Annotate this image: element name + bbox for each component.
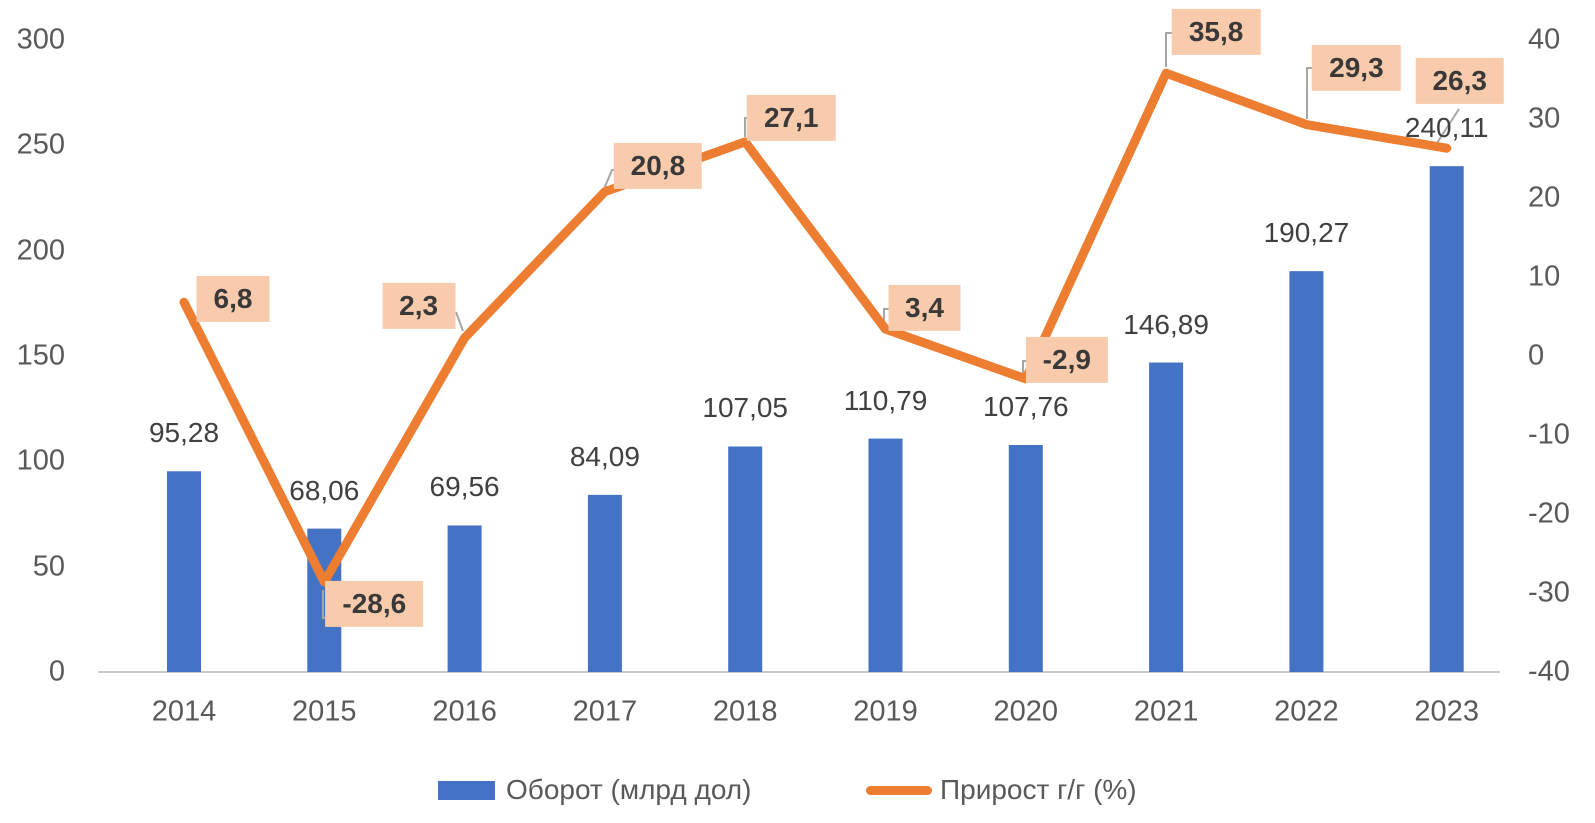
left-axis-tick-150: 150: [16, 339, 65, 372]
left-axis-tick-0: 0: [48, 655, 65, 688]
bar-2020: [1008, 444, 1043, 672]
right-axis-tick-30: 30: [1528, 102, 1561, 135]
legend-item-growth: Прирост г/г (%): [866, 773, 1137, 807]
growth-label-2015: -28,6: [325, 580, 424, 628]
bar-value-2022: 190,27: [1263, 217, 1350, 249]
right-axis-tick-20: 20: [1528, 181, 1561, 214]
bar-2023: [1429, 166, 1464, 672]
x-axis-label-2023: 2023: [1414, 695, 1479, 728]
bar-2019: [868, 438, 903, 672]
left-axis-tick-50: 50: [32, 550, 65, 583]
bar-2022: [1289, 271, 1324, 672]
x-axis-label-2021: 2021: [1133, 695, 1199, 728]
growth-label-2021: 35,8: [1171, 9, 1261, 56]
growth-label-2020: -2,9: [1025, 336, 1108, 383]
left-axis-tick-250: 250: [16, 128, 65, 161]
bar-value-2018: 107,05: [702, 392, 789, 424]
growth-label-2016: 2,3: [382, 282, 456, 329]
growth-label-2019: 3,4: [888, 285, 961, 332]
x-axis-label-2018: 2018: [712, 695, 778, 728]
growth-legend-swatch: [866, 785, 932, 795]
right-axis-tick--10: -10: [1528, 418, 1570, 451]
bar-value-2020: 107,76: [982, 390, 1069, 422]
bar-value-2021: 146,89: [1123, 308, 1209, 340]
bar-value-2017: 84,09: [569, 440, 640, 472]
x-axis-label-2020: 2020: [993, 695, 1059, 728]
growth-label-2017: 20,8: [613, 142, 703, 189]
bar-value-2015: 68,06: [289, 474, 360, 506]
legend-item-turnover: Оборот (млрд дол): [438, 773, 751, 807]
x-axis-label-2017: 2017: [572, 695, 638, 728]
right-axis-tick-10: 10: [1528, 260, 1561, 293]
left-axis-tick-200: 200: [16, 234, 65, 267]
growth-legend-label: Прирост г/г (%): [940, 774, 1137, 805]
growth-line: [179, 68, 1452, 587]
bar-2018: [728, 446, 763, 672]
bar-2021: [1149, 362, 1184, 672]
growth-label-2022: 29,3: [1312, 44, 1401, 91]
x-axis-label-2015: 2015: [292, 695, 357, 728]
growth-label-2023: 26,3: [1415, 58, 1504, 105]
growth-label-2018: 27,1: [746, 94, 836, 141]
left-axis-tick-300: 300: [16, 23, 65, 56]
turnover-legend-swatch: [438, 780, 495, 800]
right-axis-tick--30: -30: [1528, 576, 1570, 609]
right-axis-tick-40: 40: [1528, 23, 1561, 56]
x-axis-label-2016: 2016: [432, 695, 497, 728]
right-axis-tick--40: -40: [1528, 655, 1570, 688]
left-axis-tick-100: 100: [16, 444, 65, 477]
callout-leader-2016: [455, 311, 464, 332]
callout-leader-2023: [1436, 108, 1460, 144]
x-axis-label-2022: 2022: [1274, 695, 1339, 728]
x-axis-label-2019: 2019: [853, 695, 918, 728]
turnover-legend-label: Оборот (млрд дол): [506, 774, 752, 805]
x-axis-label-2014: 2014: [151, 695, 217, 728]
growth-label-2014: 6,8: [196, 276, 270, 323]
bar-value-2023: 240,11: [1404, 112, 1489, 144]
bar-2016: [447, 525, 482, 672]
right-axis-tick--20: -20: [1528, 497, 1570, 530]
right-axis-tick-0: 0: [1528, 339, 1545, 372]
bar-value-2019: 110,79: [843, 384, 928, 416]
bar-value-2014: 95,28: [148, 417, 220, 449]
bar-2014: [167, 471, 201, 672]
bar-2017: [587, 494, 622, 672]
bar-value-2016: 69,56: [429, 471, 500, 503]
